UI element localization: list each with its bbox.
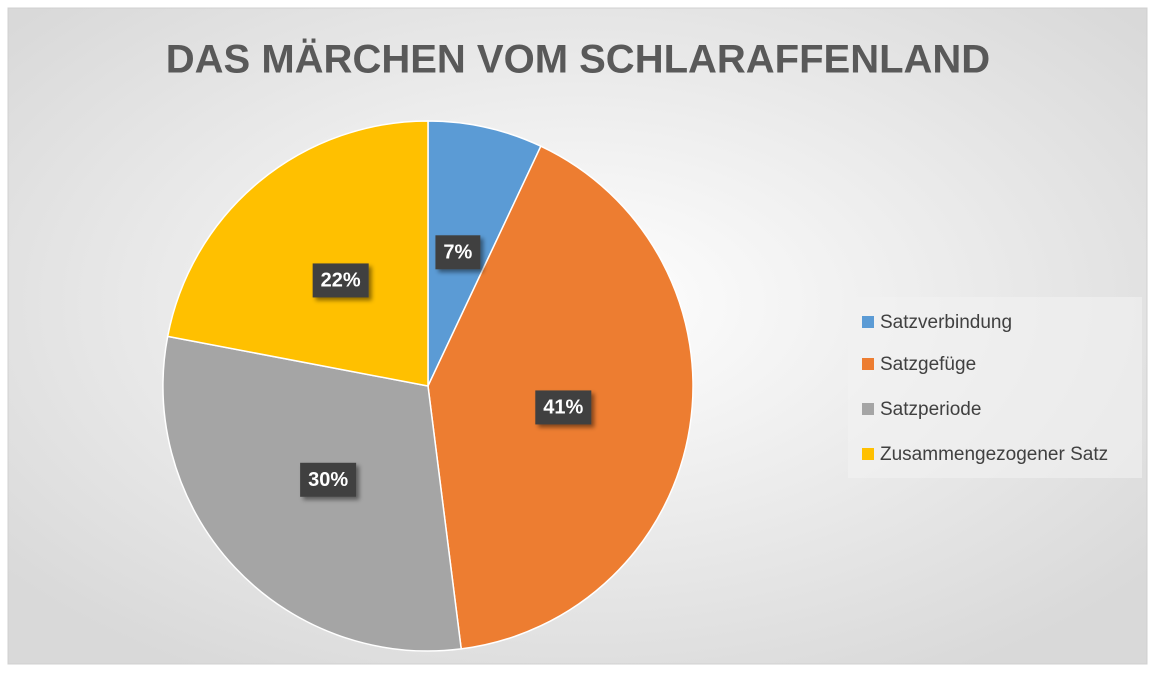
legend-swatch [862,358,874,370]
legend-swatch [862,448,874,460]
legend-box [848,297,1142,478]
legend-swatch [862,403,874,415]
pie-slice [427,120,542,387]
data-label-box [535,390,592,425]
legend-label: Zusammengezogener Satz [880,444,1108,465]
data-label-box [435,235,481,270]
data-label: 41% [543,397,583,419]
data-label-box [300,462,357,497]
pie-slice [166,120,429,387]
data-label-box [312,263,369,298]
data-label: 22% [321,270,361,292]
legend-label: Satzperiode [880,399,981,420]
chart-title: DAS MÄRCHEN VOM SCHLARAFFENLAND [166,38,990,82]
legend-swatch [862,316,874,328]
legend-label: Satzverbindung [880,312,1012,333]
data-label: 30% [308,469,348,491]
legend-label: Satzgefüge [880,354,976,375]
data-label: 7% [443,242,472,264]
